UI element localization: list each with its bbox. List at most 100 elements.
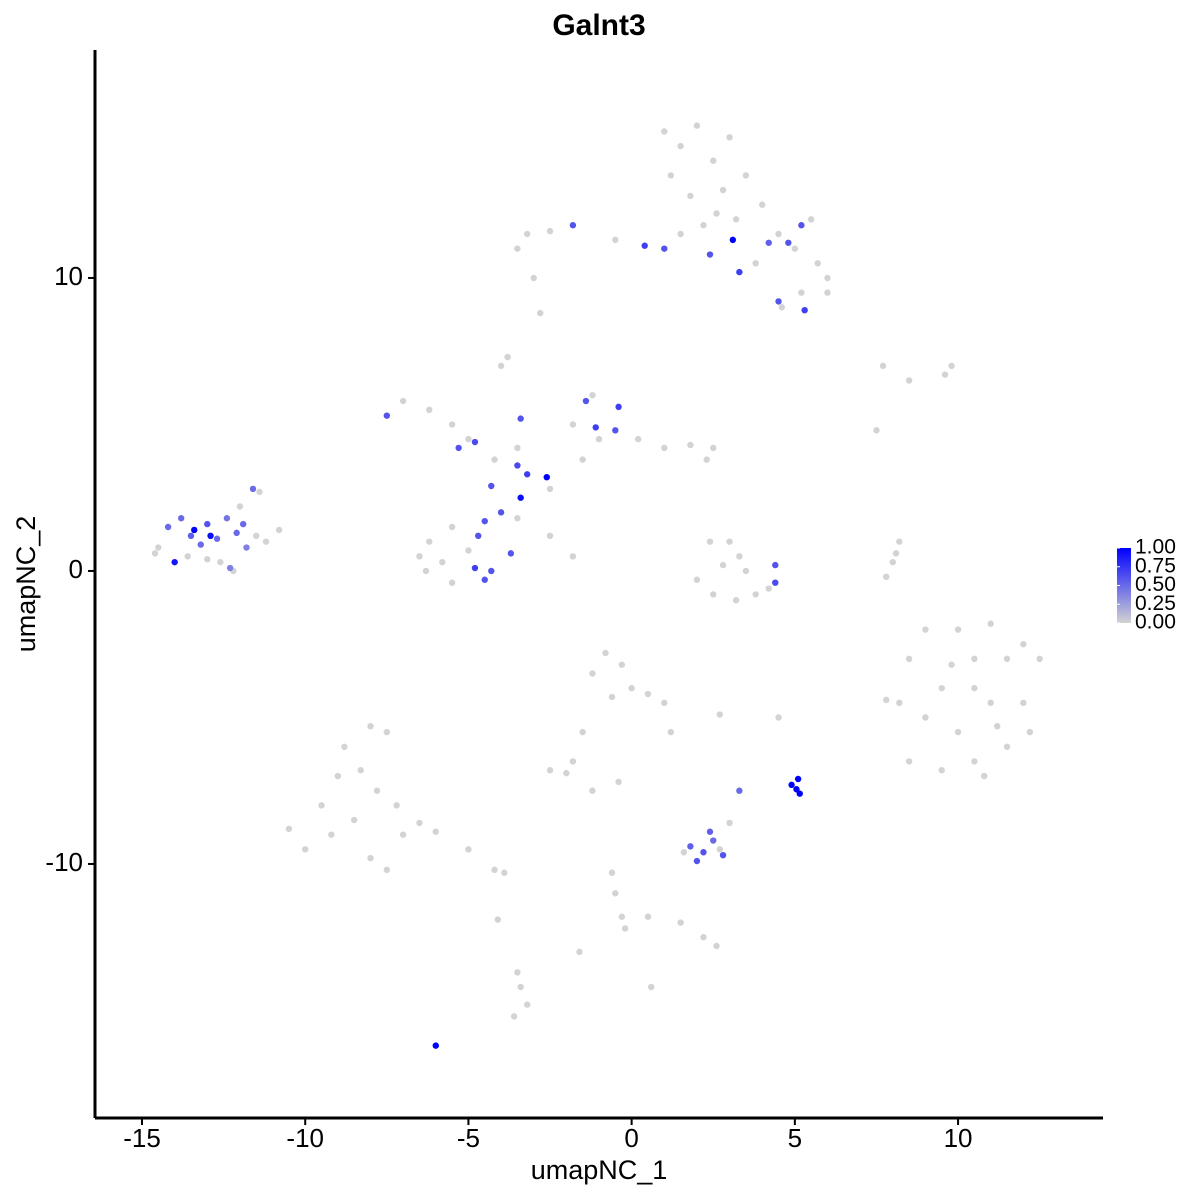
point xyxy=(706,251,714,258)
point xyxy=(569,553,577,560)
point xyxy=(612,890,619,897)
point xyxy=(798,222,805,229)
point xyxy=(621,925,629,932)
point xyxy=(700,849,707,856)
point xyxy=(716,846,723,853)
point xyxy=(383,728,391,736)
point xyxy=(579,728,586,736)
point xyxy=(793,786,800,793)
point xyxy=(592,424,599,431)
point xyxy=(422,567,430,575)
point xyxy=(788,781,795,789)
point xyxy=(618,913,626,920)
point xyxy=(644,913,652,920)
point xyxy=(752,260,759,267)
point xyxy=(1026,728,1034,736)
point xyxy=(546,767,554,774)
point xyxy=(1036,655,1043,663)
point xyxy=(941,371,949,378)
point xyxy=(889,558,896,566)
point xyxy=(713,942,720,950)
x-tick-label: 5 xyxy=(788,1123,802,1153)
point xyxy=(752,591,759,598)
point xyxy=(641,242,648,249)
point xyxy=(491,866,498,874)
point xyxy=(475,532,482,540)
point xyxy=(367,723,374,730)
point xyxy=(954,728,962,736)
point xyxy=(517,494,524,501)
point xyxy=(677,230,684,238)
point xyxy=(922,714,929,721)
point xyxy=(546,532,554,540)
point xyxy=(471,564,479,572)
point xyxy=(448,523,456,531)
point xyxy=(543,474,550,481)
point xyxy=(732,216,740,223)
point xyxy=(778,304,785,311)
point xyxy=(703,456,710,463)
point xyxy=(488,482,495,490)
point xyxy=(416,553,423,560)
point xyxy=(628,684,635,692)
point xyxy=(239,520,247,528)
point xyxy=(523,230,531,238)
x-tick-label: 10 xyxy=(944,1123,973,1153)
point xyxy=(732,597,740,604)
point xyxy=(1003,655,1011,663)
point xyxy=(710,591,717,598)
point xyxy=(807,216,815,223)
point xyxy=(726,134,733,141)
point xyxy=(432,1042,439,1049)
point xyxy=(905,758,913,765)
point xyxy=(481,576,488,583)
point xyxy=(883,696,890,704)
point xyxy=(204,556,211,563)
point xyxy=(399,397,407,405)
point xyxy=(896,699,903,707)
point xyxy=(569,758,577,765)
point xyxy=(399,831,407,838)
point xyxy=(706,828,714,835)
point xyxy=(507,550,515,557)
point xyxy=(892,550,900,557)
point xyxy=(249,485,257,493)
point xyxy=(318,802,325,809)
point xyxy=(719,851,727,859)
point xyxy=(667,728,675,736)
point xyxy=(275,526,283,534)
point xyxy=(634,435,642,443)
x-tick-label: -15 xyxy=(123,1123,161,1153)
point xyxy=(302,846,309,853)
point xyxy=(350,816,358,824)
point xyxy=(608,693,616,701)
point xyxy=(794,775,802,783)
color-tick-label: 0.50 xyxy=(1135,573,1176,596)
chart-title: Galnt3 xyxy=(552,9,645,42)
point xyxy=(759,201,766,208)
point xyxy=(530,274,537,282)
point xyxy=(980,772,988,780)
point xyxy=(824,289,831,296)
point xyxy=(223,515,231,522)
point xyxy=(383,866,391,874)
point xyxy=(729,236,737,244)
x-tick-label: 0 xyxy=(624,1123,638,1153)
point xyxy=(488,567,495,575)
point xyxy=(994,723,1001,730)
point xyxy=(523,471,531,478)
point xyxy=(501,869,508,876)
x-tick-label: -5 xyxy=(457,1123,480,1153)
point xyxy=(184,553,191,560)
point xyxy=(602,649,609,657)
point xyxy=(497,362,505,370)
color-tick-label: 0.75 xyxy=(1135,554,1176,577)
point xyxy=(1020,641,1027,648)
point xyxy=(661,444,668,452)
point xyxy=(680,849,688,856)
point xyxy=(644,690,652,698)
point xyxy=(243,544,250,551)
point xyxy=(700,222,707,229)
point xyxy=(785,239,792,246)
point xyxy=(693,576,701,583)
